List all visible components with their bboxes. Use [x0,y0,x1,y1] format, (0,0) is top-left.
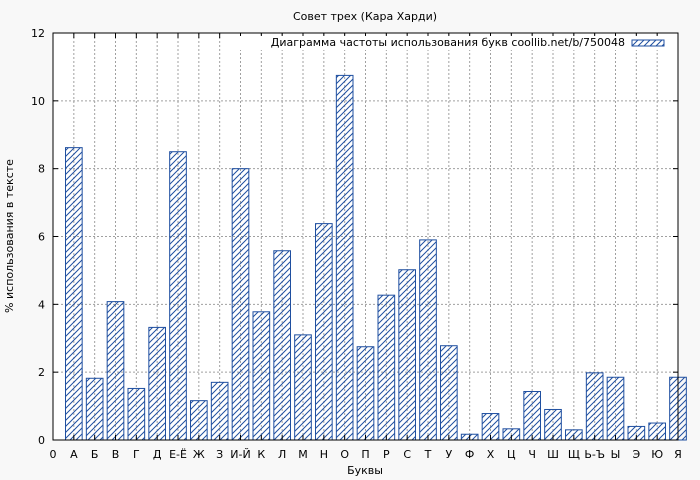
x-tick-label: Ь-Ъ [584,448,605,461]
bar-9 [231,168,250,441]
bar-17 [398,269,417,441]
x-tick-label: В [112,448,120,461]
x-tick-label: У [445,448,452,461]
bar-26 [585,372,604,441]
bar-14 [335,74,354,441]
y-tick-label: 10 [31,95,45,108]
x-tick-label: Х [487,448,495,461]
bar-16 [377,294,396,441]
x-tick-label: О [340,448,349,461]
x-tick-label: Е-Ё [169,448,187,461]
bar-3 [106,301,125,441]
bar-1 [65,147,83,441]
x-tick-label: К [257,448,265,461]
bar-23 [523,390,541,441]
x-tick-label: Д [153,448,162,461]
bar-18 [419,239,437,441]
legend-swatch [631,39,665,47]
x-tick-label: Ю [651,448,663,461]
bar-4 [127,387,146,441]
bar-6 [169,151,187,441]
x-tick-label: Г [133,448,140,461]
legend: Диаграмма частоты использования букв coo… [240,36,672,50]
y-tick-label: 12 [31,27,45,40]
x-tick-label: М [298,448,308,461]
x-tick-label: Б [91,448,99,461]
y-tick-label: 8 [38,163,45,176]
bar-15 [356,346,375,441]
legend-text: Диаграмма частоты использования букв coo… [271,36,625,49]
bar-7 [190,400,208,441]
chart-title: Совет трех (Кара Харди) [293,10,437,23]
x-axis-title: Буквы [347,464,383,477]
x-tick-label: А [70,448,78,461]
x-tick-label: Н [320,448,328,461]
x-tick-label: Р [383,448,390,461]
bar-8 [210,381,229,441]
x-tick-label: Ф [465,448,474,461]
x-tick-label: Щ [568,448,580,461]
x-tick-label: Л [278,448,286,461]
bar-5 [148,326,166,441]
y-tick-label: 0 [38,434,45,447]
bar-10 [252,311,271,441]
bar-2 [85,377,104,441]
x-tick-label: П [361,448,369,461]
x-tick-label: Я [674,448,682,461]
bar-19 [440,345,458,441]
bar-13 [315,223,333,441]
x-tick-label: С [403,448,411,461]
x-tick-label: Ш [547,448,559,461]
y-tick-label: 4 [38,298,45,311]
bar-27 [606,376,625,441]
x-tick-label: Ч [528,448,536,461]
bar-11 [273,250,292,441]
y-tick-label: 6 [38,231,45,244]
x-tick-label: Ж [193,448,205,461]
y-axis-title: % использования в тексте [3,159,16,313]
legend-background [240,36,672,50]
x-origin-label: 0 [50,448,57,461]
x-tick-label: И-Й [230,448,250,461]
y-tick-label: 2 [38,366,45,379]
x-tick-label: Т [424,448,432,461]
y-axis: 0 2 4 6 8 10 12 [31,27,678,447]
x-tick-label: З [216,448,223,461]
x-tick-label: Э [632,448,640,461]
x-tick-label: Ы [611,448,621,461]
bar-12 [294,334,312,441]
x-tick-label: Ц [507,448,516,461]
